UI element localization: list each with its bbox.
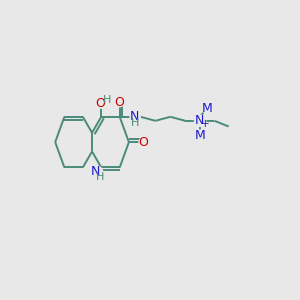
Circle shape: [139, 138, 147, 146]
Circle shape: [91, 166, 103, 178]
Text: +: +: [201, 119, 210, 129]
Text: H: H: [131, 118, 140, 128]
Text: H: H: [96, 172, 105, 182]
Circle shape: [130, 112, 140, 122]
Text: H: H: [102, 95, 111, 105]
Circle shape: [202, 103, 212, 113]
Text: O: O: [115, 96, 124, 109]
Circle shape: [194, 115, 206, 126]
Circle shape: [116, 98, 124, 107]
Text: N: N: [91, 165, 100, 178]
Text: N: N: [195, 114, 204, 127]
Text: O: O: [138, 136, 148, 148]
Text: M: M: [195, 129, 206, 142]
Circle shape: [195, 130, 205, 140]
Text: O: O: [95, 97, 105, 110]
Text: M: M: [202, 102, 213, 115]
Text: N: N: [130, 110, 139, 123]
Circle shape: [97, 99, 106, 108]
